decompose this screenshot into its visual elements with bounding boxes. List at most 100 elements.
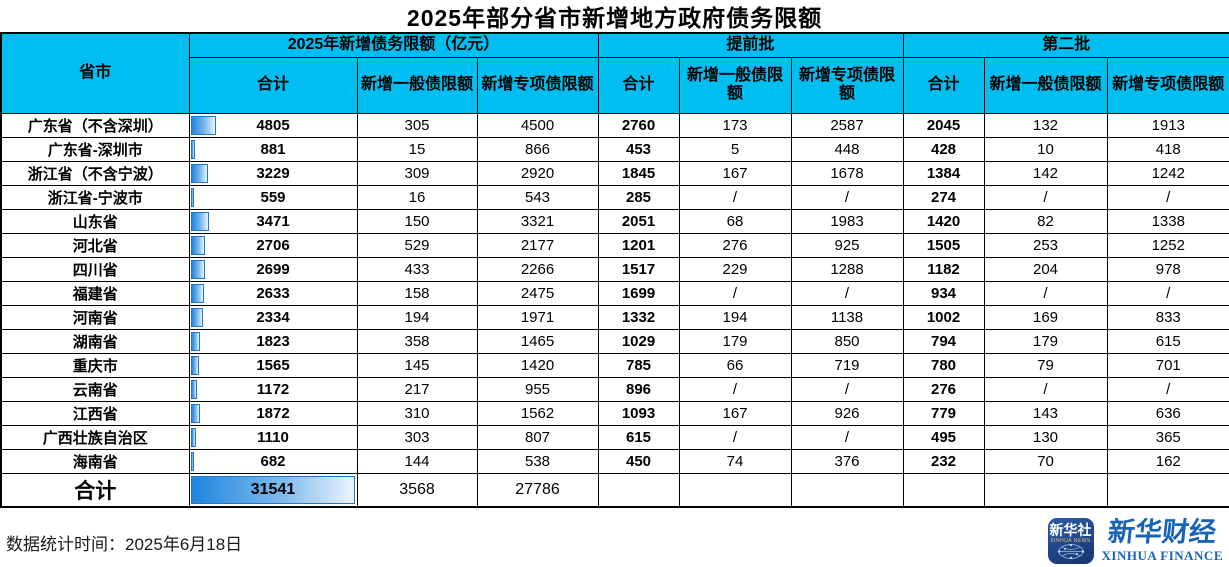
y2025-total-cell: 2334 [188,304,358,330]
y2025-total-cell: 3471 [188,208,358,234]
table-row: 云南省 1172 217 955 896 / / 276 / / [0,376,1229,402]
early-special-cell: 1983 [790,208,904,234]
header-province: 省市 [0,32,190,114]
early-total-cell: 1029 [597,328,680,354]
y2025-general-cell: 433 [356,256,478,282]
early-total-cell: 453 [597,136,680,162]
table-body: 广东省（不含深圳） 4805 305 4500 2760 173 2587 20… [0,112,1229,474]
early-total-cell: 450 [597,448,680,474]
y2025-total-cell: 559 [188,184,358,210]
footer: 数据统计时间：2025年6月18日 新华社 XINHUA NEWS 新华财经 X… [0,508,1229,567]
early-special-cell: 719 [790,352,904,378]
y2025-total-value: 682 [260,452,286,470]
early-total-cell: 1699 [597,280,680,306]
y2025-total-cell: 1872 [188,400,358,426]
early-general-cell: 66 [678,352,792,378]
xinhua-news-en-label: XINHUA NEWS [1050,538,1091,544]
data-bar [190,211,209,231]
second-general-cell: 142 [983,160,1108,186]
second-general-cell: / [983,376,1108,402]
grand-total-general-cell: 3568 [356,472,478,508]
early-total-cell: 1845 [597,160,680,186]
globe-network-icon [1057,544,1084,559]
early-total-cell: 2051 [597,208,680,234]
xinhua-news-logo: 新华社 XINHUA NEWS [1047,518,1094,564]
y2025-total-value: 1872 [256,404,290,422]
early-total-cell: 285 [597,184,680,210]
province-cell: 广东省-深圳市 [0,136,190,162]
y2025-special-cell: 955 [476,376,599,402]
data-bar [190,187,194,207]
header-second-total: 合计 [902,56,985,114]
second-special-cell: / [1106,376,1229,402]
second-special-cell: 1338 [1106,208,1229,234]
data-bar [190,403,201,423]
early-general-cell: / [678,376,792,402]
y2025-special-cell: 2177 [476,232,599,258]
y2025-special-cell: 866 [476,136,599,162]
second-total-cell: 276 [902,376,985,402]
second-special-cell: 615 [1106,328,1229,354]
second-total-cell: 779 [902,400,985,426]
y2025-total-value: 2706 [256,236,290,254]
title-bar: 2025年部分省市新增地方政府债务限额 [0,0,1229,32]
early-special-cell: / [790,184,904,210]
y2025-special-cell: 1562 [476,400,599,426]
second-general-cell: 132 [983,112,1108,138]
second-general-cell: / [983,280,1108,306]
y2025-special-cell: 1971 [476,304,599,330]
province-cell: 重庆市 [0,352,190,378]
data-bar [190,379,197,399]
second-general-cell: 179 [983,328,1108,354]
data-bar [190,307,203,327]
province-cell: 福建省 [0,280,190,306]
second-general-cell: / [983,184,1108,210]
xinhua-finance-logo: 新华财经 XINHUA FINANCE [1102,517,1223,564]
early-special-cell: 850 [790,328,904,354]
province-cell: 广西壮族自治区 [0,424,190,450]
header-group-second-batch: 第二批 [902,32,1229,58]
province-cell: 河北省 [0,232,190,258]
early-total-cell: 2760 [597,112,680,138]
second-special-cell: / [1106,184,1229,210]
y2025-total-value: 881 [260,140,286,158]
data-bar [190,115,216,135]
header-2025-special: 新增专项债限额 [476,56,599,114]
second-general-cell: 169 [983,304,1108,330]
y2025-total-cell: 4805 [188,112,358,138]
second-special-cell: 833 [1106,304,1229,330]
y2025-total-value: 4805 [256,116,290,134]
early-general-cell: 167 [678,400,792,426]
early-special-cell: 1678 [790,160,904,186]
y2025-general-cell: 16 [356,184,478,210]
early-general-cell: 276 [678,232,792,258]
y2025-total-cell: 1172 [188,376,358,402]
second-general-cell: 10 [983,136,1108,162]
early-special-cell: 1138 [790,304,904,330]
early-general-cell: 179 [678,328,792,354]
early-general-cell: / [678,424,792,450]
early-special-cell: 925 [790,232,904,258]
header-early-total: 合计 [597,56,680,114]
second-special-cell: / [1106,280,1229,306]
second-special-cell: 636 [1106,400,1229,426]
data-bar-full [190,475,355,504]
second-total-cell: 1002 [902,304,985,330]
xinhua-news-cn-label: 新华社 [1049,522,1092,538]
second-total-cell: 1505 [902,232,985,258]
table-header: 省市 2025年新增债务限额（亿元） 提前批 第二批 合计 新增一般债限额 新增… [0,32,1229,114]
early-general-cell: 68 [678,208,792,234]
early-total-cell: 896 [597,376,680,402]
data-date-note: 数据统计时间：2025年6月18日 [6,535,243,554]
y2025-special-cell: 2266 [476,256,599,282]
y2025-total-cell: 881 [188,136,358,162]
second-special-cell: 162 [1106,448,1229,474]
data-bar [190,451,195,471]
second-general-cell: 204 [983,256,1108,282]
header-2025-general: 新增一般债限额 [356,56,478,114]
y2025-special-cell: 4500 [476,112,599,138]
early-special-cell: / [790,280,904,306]
y2025-special-cell: 1420 [476,352,599,378]
second-total-cell: 428 [902,136,985,162]
early-total-cell: 1093 [597,400,680,426]
